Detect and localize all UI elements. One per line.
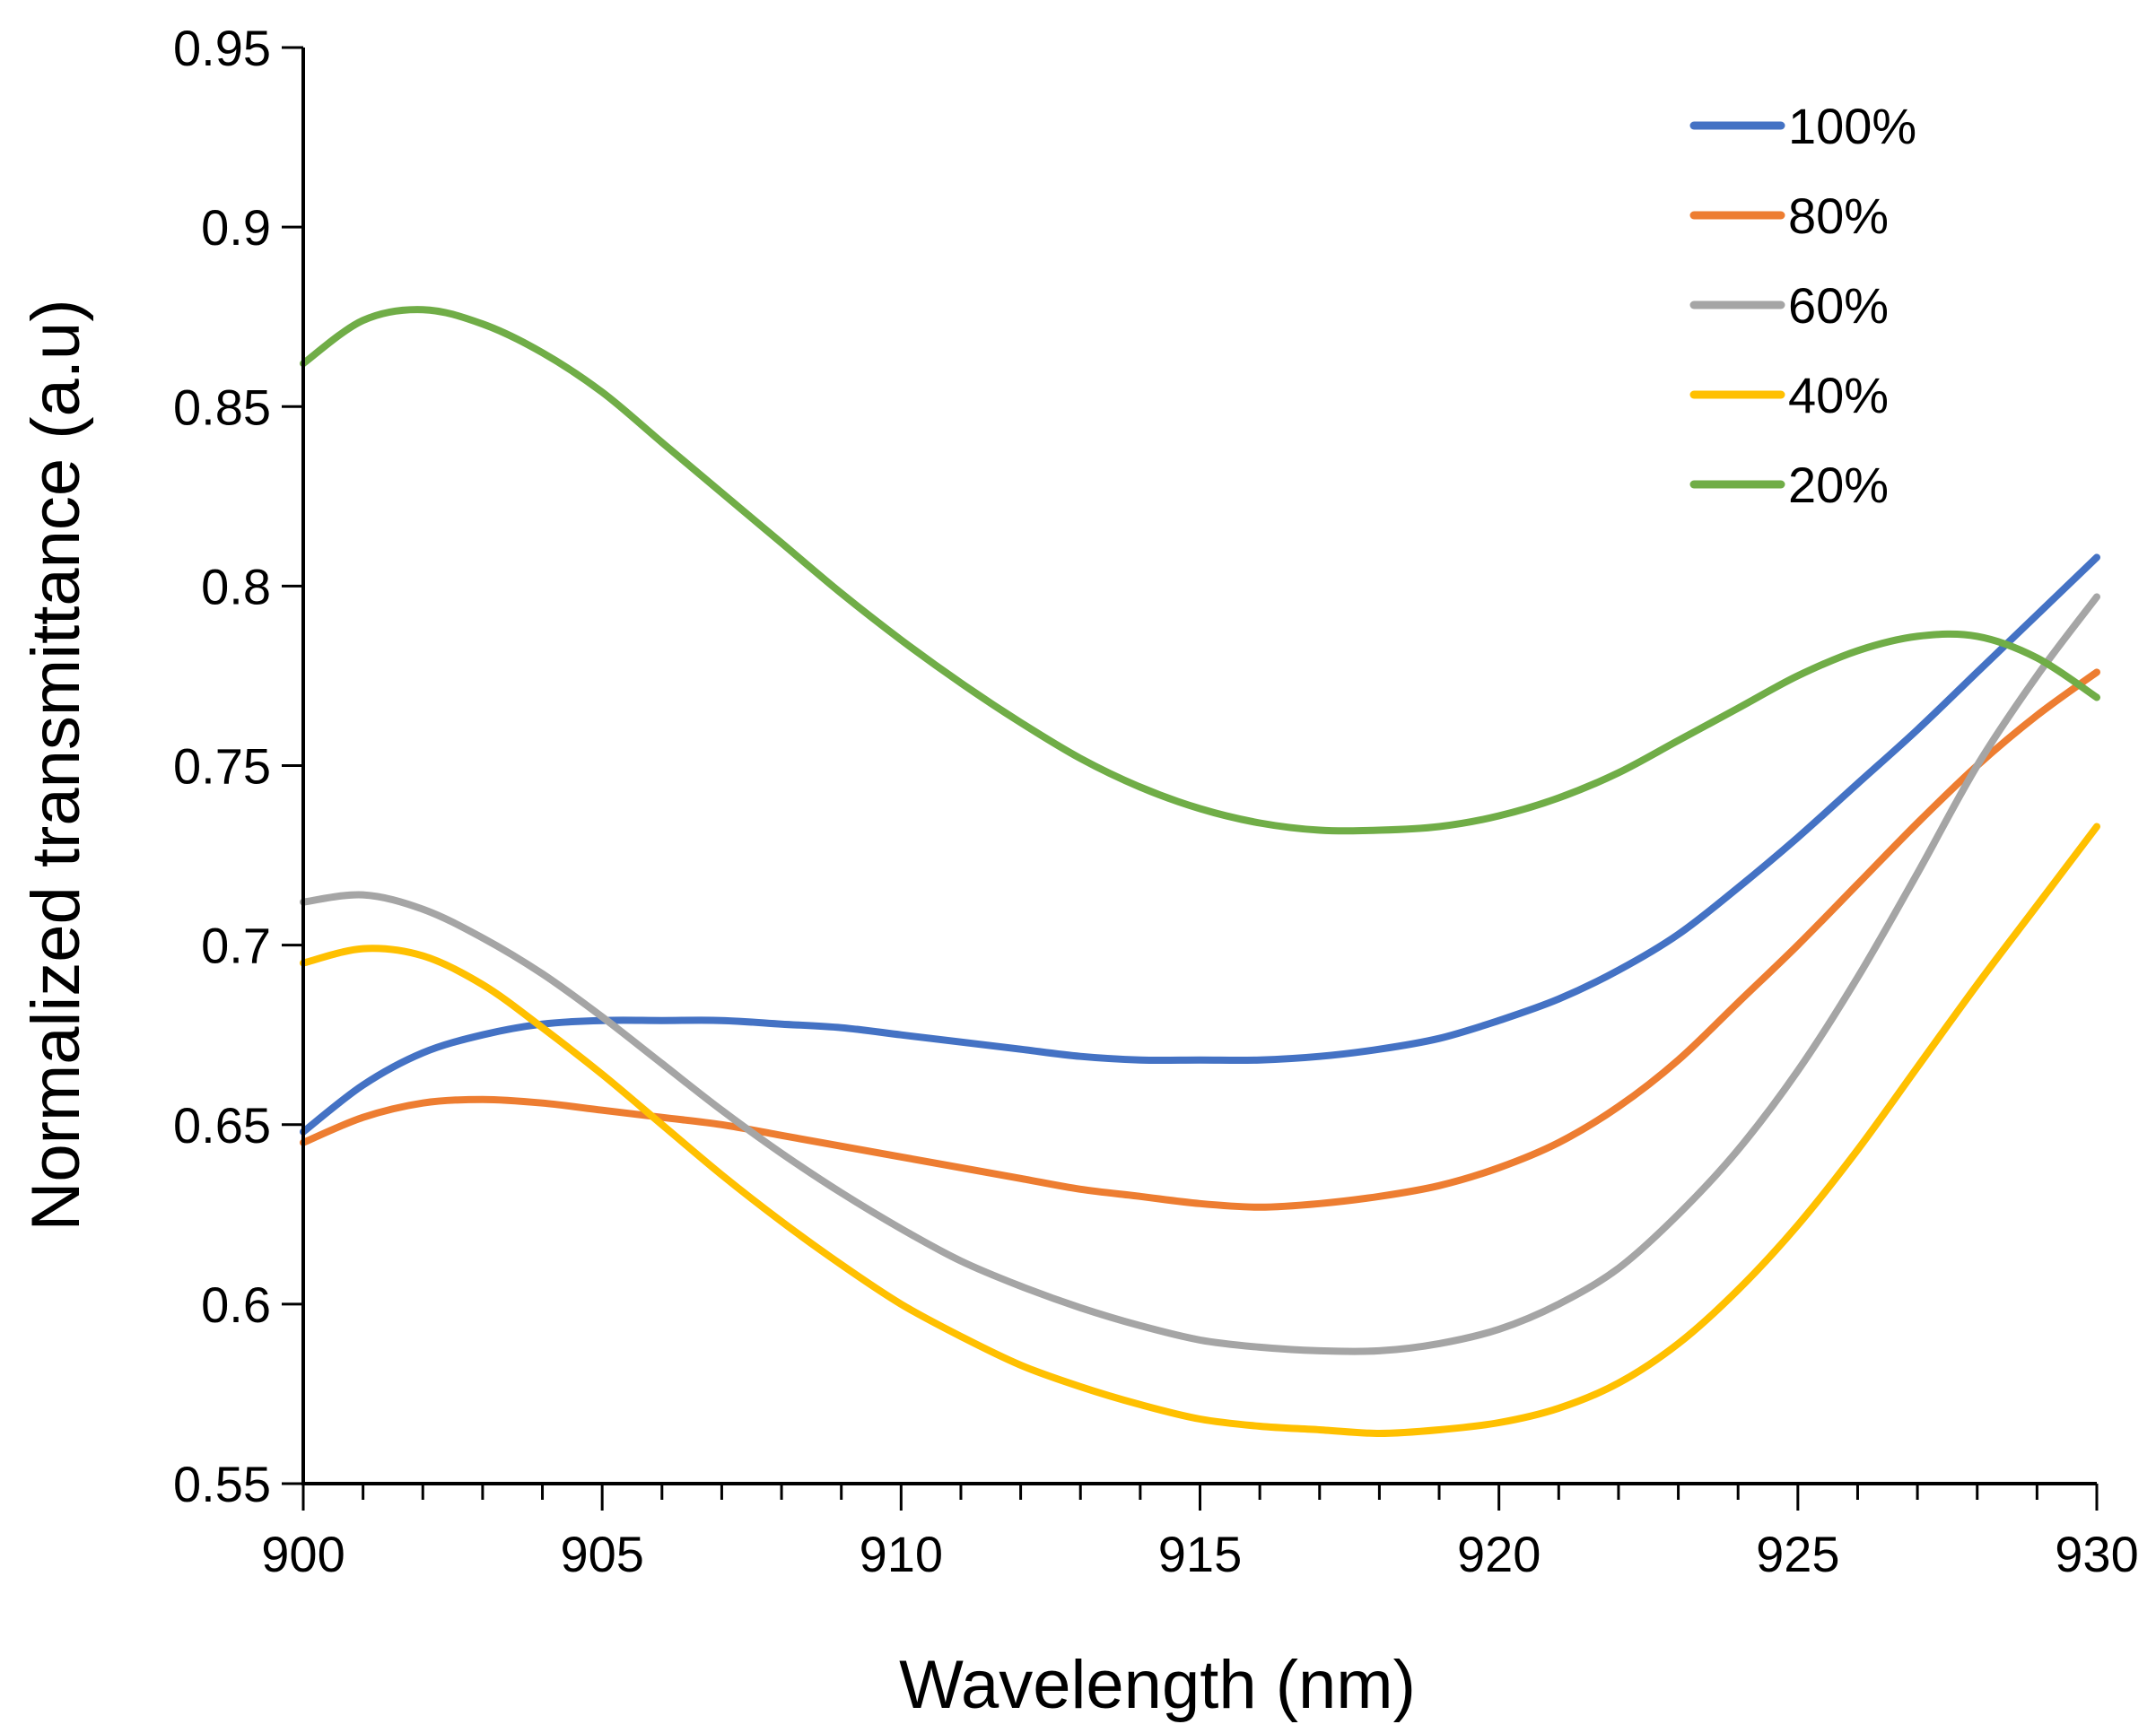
x-tick-label: 920 (1457, 1526, 1541, 1582)
series-line-20-percent (300, 306, 2100, 835)
y-tick-label: 0.7 (201, 918, 271, 974)
x-tick-label: 930 (2055, 1526, 2138, 1582)
y-tick-label: 0.55 (173, 1456, 271, 1512)
y-axis-title: Normalized transmittance (a.u) (18, 299, 94, 1231)
ticks-layer: 900 905 910 915 920 925 930 0.55 0.6 0.65 0.7 0.75 0… (173, 20, 2139, 1582)
x-axis-title: Wavelength (nm) (899, 1647, 1416, 1723)
x-tick-label: 910 (860, 1526, 943, 1582)
y-tick-label: 0.65 (173, 1097, 271, 1154)
legend-label: 100% (1788, 98, 1916, 154)
series-line-100-percent (300, 553, 2100, 1136)
y-tick-label: 0.75 (173, 738, 271, 795)
legend: 100% 80% 60% 40% 20% (1689, 98, 1916, 513)
axes-layer (301, 48, 2097, 1485)
y-tick-label: 0.8 (201, 558, 271, 614)
x-tick-label: 905 (560, 1526, 643, 1582)
legend-label: 80% (1788, 187, 1889, 244)
series-line-80-percent (300, 668, 2100, 1211)
x-tick-label: 900 (261, 1526, 345, 1582)
series-line-40-percent (300, 823, 2100, 1437)
y-tick-label: 0.95 (173, 20, 271, 76)
series-line-60-percent (300, 593, 2100, 1355)
y-tick-label: 0.9 (201, 199, 271, 256)
legend-label: 60% (1788, 277, 1889, 334)
legend-label: 20% (1788, 457, 1889, 513)
x-tick-label: 925 (1756, 1526, 1839, 1582)
y-tick-label: 0.85 (173, 379, 271, 435)
series-layer (300, 306, 2100, 1437)
y-tick-label: 0.6 (201, 1276, 271, 1333)
x-tick-label: 915 (1158, 1526, 1242, 1582)
legend-label: 40% (1788, 367, 1889, 423)
